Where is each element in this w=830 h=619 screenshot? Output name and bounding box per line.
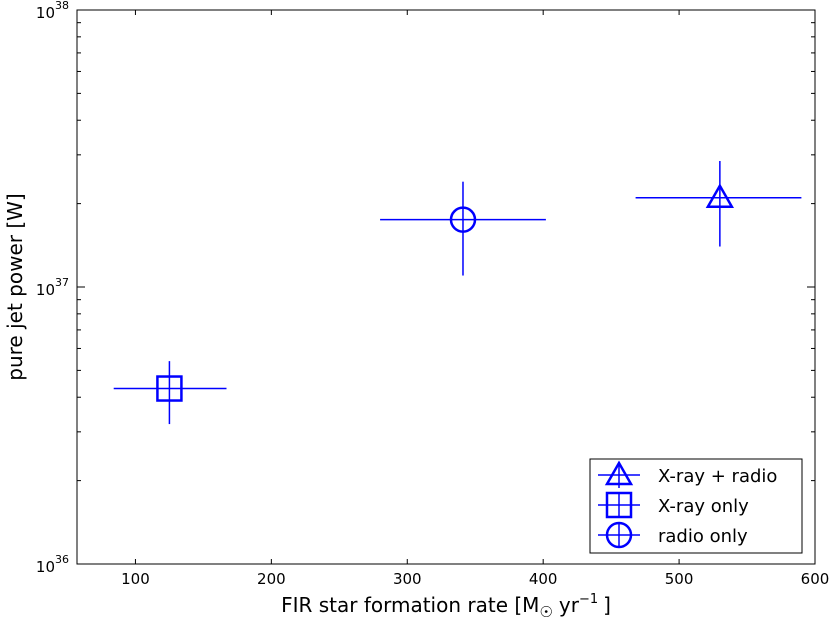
x-tick-label: 200	[257, 570, 286, 588]
x-tick-label: 600	[801, 570, 830, 588]
x-axis-label: FIR star formation rate [M☉ yr−1]	[281, 592, 611, 619]
legend-label: X-ray + radio	[658, 466, 777, 487]
y-tick-label: 1036	[36, 553, 69, 576]
y-tick-base: 10	[36, 4, 55, 22]
data-point-circle	[380, 181, 546, 276]
legend-item: X-ray + radio	[598, 460, 777, 488]
x-tick-label: 500	[665, 570, 694, 588]
y-tick-label: 1037	[36, 276, 69, 299]
y-tick-base: 10	[36, 558, 55, 576]
sun-symbol: ☉	[539, 603, 552, 619]
marker-triangle	[705, 183, 735, 208]
legend-label: X-ray only	[658, 496, 749, 517]
legend-item: X-ray only	[598, 491, 749, 519]
y-tick-base: 10	[36, 281, 55, 299]
y-tick-exponent: 37	[55, 276, 69, 289]
marker-square	[156, 375, 183, 402]
legend-label: radio only	[658, 526, 748, 547]
marker-circle	[449, 206, 477, 233]
x-tick-label: 300	[393, 570, 422, 588]
y-axis-label: pure jet power [W]	[3, 193, 27, 380]
x-axis-ticks: 100 200 300 400 500 600	[121, 10, 829, 588]
y-tick-exponent: 36	[55, 553, 69, 566]
data-point-triangle	[635, 161, 802, 247]
legend-item: radio only	[598, 521, 748, 549]
y-tick-exponent: 38	[55, 0, 69, 12]
data-point-square	[113, 361, 227, 425]
x-tick-label: 400	[529, 570, 558, 588]
legend-marker-circle	[605, 521, 633, 549]
data-points	[113, 161, 802, 425]
y-tick-label: 1038	[36, 0, 69, 22]
legend: X-ray + radio X-ray only radio only	[589, 458, 803, 554]
legend-marker-square	[605, 491, 633, 519]
legend-marker-triangle	[604, 460, 634, 486]
x-tick-label: 100	[121, 570, 150, 588]
